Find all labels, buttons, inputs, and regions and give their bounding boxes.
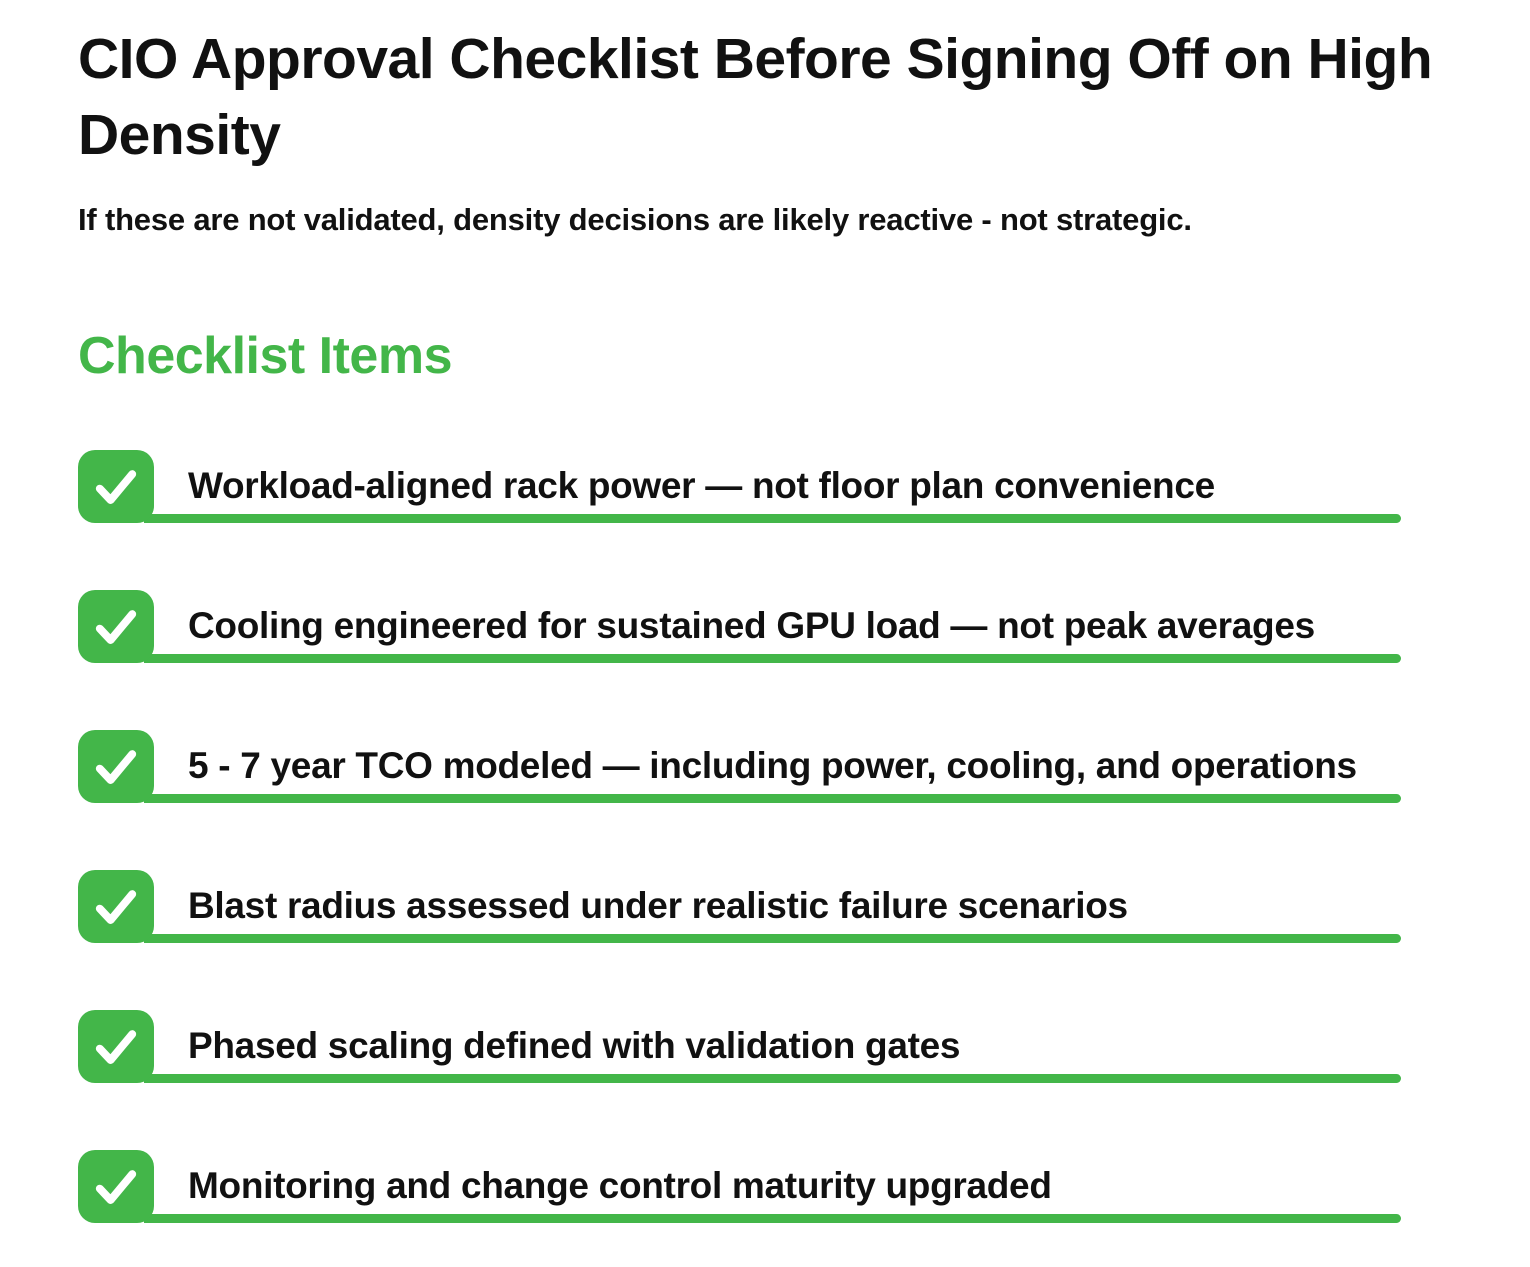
section-heading-checklist-items: Checklist Items [78,327,453,386]
checkmark-icon [95,750,137,785]
checklist-item-row: Blast radius assessed under realistic fa… [78,869,1401,943]
checked-checkbox [78,1149,154,1223]
checklist-item-row: Cooling engineered for sustained GPU loa… [78,589,1401,663]
row-underline [144,513,1401,523]
row-underline [144,653,1401,663]
checked-checkbox [78,449,154,523]
checked-checkbox [78,869,154,943]
checklist-item-label: Monitoring and change control maturity u… [188,1165,1052,1207]
checkmark-icon [95,470,137,505]
checklist-item-row: Monitoring and change control maturity u… [78,1149,1401,1223]
checked-checkbox [78,729,154,803]
checklist-item-row: 5 - 7 year TCO modeled — including power… [78,729,1401,803]
checklist-item-label: 5 - 7 year TCO modeled — including power… [188,745,1357,787]
page-subtitle: If these are not validated, density deci… [78,201,1192,237]
checklist-item-label: Workload-aligned rack power — not floor … [188,465,1215,507]
page-content: CIO Approval Checklist Before Signing Of… [78,27,1530,1223]
row-underline [144,933,1401,943]
checkmark-icon [95,610,137,645]
checklist: Workload-aligned rack power — not floor … [78,449,1530,1223]
row-underline [144,1073,1401,1083]
checklist-item-row: Phased scaling defined with validation g… [78,1009,1401,1083]
checklist-item-label: Phased scaling defined with validation g… [188,1025,961,1067]
row-underline [144,1213,1401,1223]
checklist-item-row: Workload-aligned rack power — not floor … [78,449,1401,523]
checkmark-icon [95,1170,137,1205]
checklist-item-label: Blast radius assessed under realistic fa… [188,885,1128,927]
checked-checkbox [78,589,154,663]
checkmark-icon [95,890,137,925]
row-underline [144,793,1401,803]
checklist-item-label: Cooling engineered for sustained GPU loa… [188,605,1315,647]
page-title: CIO Approval Checklist Before Signing Of… [78,27,1433,167]
checkmark-icon [95,1030,137,1065]
checked-checkbox [78,1009,154,1083]
